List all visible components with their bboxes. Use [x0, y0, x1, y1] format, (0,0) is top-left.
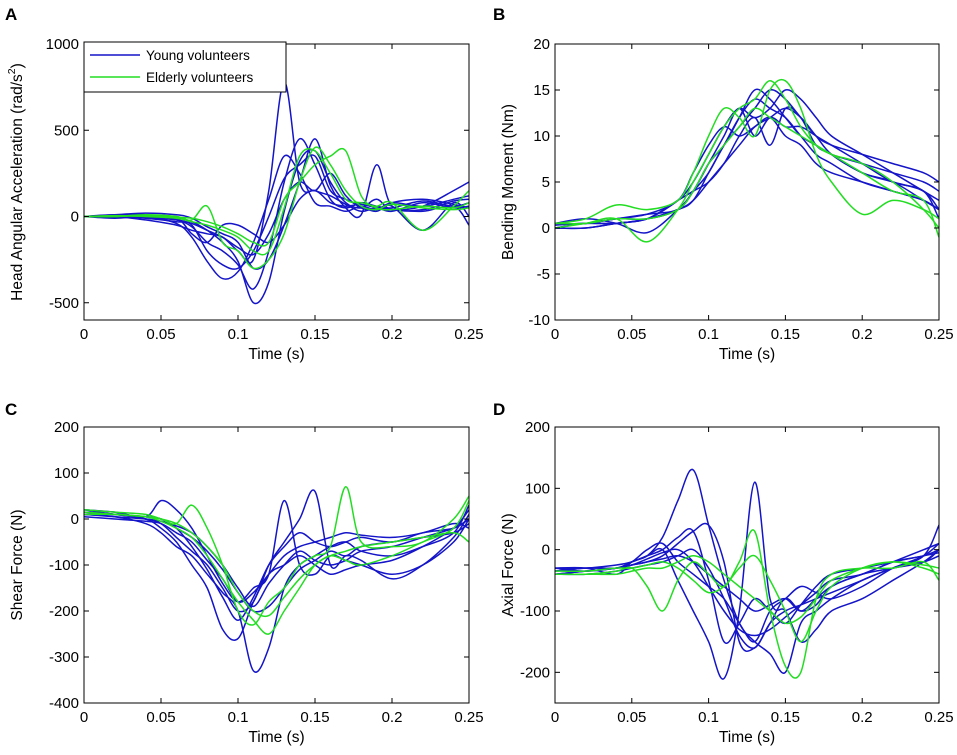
panel-d-x-tick-label: 0 — [551, 709, 559, 726]
panel-b-x-tick-label: 0.2 — [852, 326, 873, 343]
panel-b-y-tick-label: 20 — [533, 36, 550, 53]
panel-b-plot-area — [554, 43, 940, 321]
panel-c-y-tick-label: -300 — [49, 649, 79, 666]
panel-c-x-tick-label: 0 — [80, 709, 88, 726]
panel-a-x-axis-title: Time (s) — [248, 346, 304, 363]
panel-b-x-tick-label: 0.1 — [698, 326, 719, 343]
panel-a-y-tick-label: 0 — [71, 209, 79, 226]
panel-c-y-tick-label: -200 — [49, 603, 79, 620]
panel-c-young-trace-7 — [84, 511, 469, 613]
panel-a-y-axis-title: Head Angular Acceleration (rad/s2) — [6, 63, 26, 301]
panel-b-y-tick-label: 10 — [533, 128, 550, 145]
legend-elderly-label: Elderly volunteers — [146, 70, 254, 85]
panel-d-young-trace-8 — [555, 548, 939, 612]
panel-a-x-tick-label: 0.05 — [146, 326, 175, 343]
panel-c-plot-area — [83, 426, 470, 704]
panel-c-x-tick-label: 0.2 — [382, 709, 403, 726]
legend: Young volunteers Elderly volunteers — [83, 41, 287, 93]
panel-d-x-tick-label: 0.05 — [617, 709, 646, 726]
panel-a-y-tick-label: 1000 — [46, 36, 79, 53]
panel-b-young-trace-3 — [555, 89, 939, 225]
panel-d-x-tick-label: 0.15 — [771, 709, 800, 726]
panel-c-y-tick-label: 100 — [54, 465, 79, 482]
panel-b-letter: B — [493, 5, 505, 24]
panel-d-elderly-trace-11 — [555, 555, 939, 625]
panel-d-x-tick-label: 0.2 — [852, 709, 873, 726]
panel-c-x-tick-label: 0.05 — [146, 709, 175, 726]
panel-c-x-tick-label: 0.1 — [228, 709, 249, 726]
panel-c-young-trace-6 — [84, 515, 469, 603]
panel-a-y-tick-label: 500 — [54, 122, 79, 139]
panel-b-elderly-trace-11 — [555, 107, 939, 238]
panel-b-y-tick-label: -5 — [537, 266, 550, 283]
panel-b-x-axis-title: Time (s) — [719, 346, 775, 363]
panel-c-elderly-trace-11 — [84, 499, 469, 618]
panel-c-letter: C — [5, 400, 17, 419]
panel-d-y-tick-label: 200 — [525, 419, 550, 436]
panel-b-young-trace-2 — [555, 89, 939, 230]
panel-b-y-tick-label: 0 — [542, 220, 550, 237]
panel-a-y-tick-label: -500 — [49, 295, 79, 312]
panel-c-elderly-trace-10 — [84, 511, 469, 635]
panel-d-x-axis-title: Time (s) — [719, 729, 775, 746]
panel-b-young-trace-1 — [555, 88, 939, 225]
legend-box — [83, 41, 287, 93]
panel-d-x-tick-label: 0.25 — [924, 709, 953, 726]
panel-d-elderly-trace-9 — [555, 529, 939, 679]
panel-a-elderly-trace-11 — [84, 147, 469, 247]
panel-b-y-tick-label: -10 — [528, 312, 550, 329]
panel-b-y-tick-label: 15 — [533, 82, 550, 99]
panel-c-x-axis-title: Time (s) — [248, 729, 304, 746]
panel-d-y-tick-label: 100 — [525, 480, 550, 497]
panel-a-x-tick-label: 0.15 — [300, 326, 329, 343]
panel-d-elderly-trace-10 — [555, 554, 939, 643]
panel-b-elderly-trace-10 — [555, 80, 939, 243]
panel-a-elderly-trace-10 — [84, 148, 469, 256]
panel-d-x-tick-label: 0.1 — [698, 709, 719, 726]
panel-a-x-tick-label: 0.25 — [454, 326, 483, 343]
panel-a-x-tick-label: 0.2 — [382, 326, 403, 343]
panel-d-y-tick-label: 0 — [542, 542, 550, 559]
panel-d-y-tick-label: -200 — [520, 664, 550, 681]
panel-c-y-tick-label: -400 — [49, 695, 79, 712]
panel-d: D 0 0.05 0.1 0.15 0.2 0.25 -200 -100 0 100 200 Tim… — [493, 400, 954, 746]
panel-d-young-trace-2 — [555, 481, 939, 680]
panel-c: C 0 0.05 0.1 0.15 0.2 0.25 -400 -300 -200 -100 0 10… — [5, 400, 484, 746]
panel-b-x-tick-label: 0.25 — [924, 326, 953, 343]
panel-a-x-tick-label: 0 — [80, 326, 88, 343]
panel-c-y-tick-label: -100 — [49, 557, 79, 574]
panel-c-x-tick-label: 0.15 — [300, 709, 329, 726]
legend-young-label: Young volunteers — [146, 48, 250, 63]
panel-b-x-tick-label: 0.05 — [617, 326, 646, 343]
panel-a-letter: A — [5, 5, 17, 24]
panel-d-y-axis-title: Axial Force (N) — [500, 513, 517, 616]
panel-b-y-tick-label: 5 — [542, 174, 550, 191]
panel-c-y-tick-label: 0 — [71, 511, 79, 528]
panel-b: B 0 0.05 0.1 0.15 0.2 0.25 -10 -5 0 5 10 15 20 Time … — [493, 5, 954, 363]
panel-c-x-tick-label: 0.25 — [454, 709, 483, 726]
panel-b-young-trace-8 — [555, 107, 939, 226]
panel-b-x-tick-label: 0.15 — [771, 326, 800, 343]
panel-b-young-trace-7 — [555, 116, 939, 225]
panel-c-elderly-trace-9 — [84, 486, 469, 626]
panel-b-elderly-trace-9 — [555, 78, 939, 225]
panel-b-young-trace-6 — [555, 106, 939, 230]
panel-c-y-tick-label: 200 — [54, 419, 79, 436]
panel-b-x-tick-label: 0 — [551, 326, 559, 343]
panel-a-x-tick-label: 0.1 — [228, 326, 249, 343]
panel-d-young-trace-7 — [555, 528, 939, 644]
panel-c-young-trace-2 — [84, 504, 469, 673]
panel-d-y-tick-label: -100 — [520, 603, 550, 620]
panel-b-y-axis-title: Bending Moment (Nm) — [500, 104, 517, 260]
panel-d-letter: D — [493, 400, 505, 419]
panel-b-young-trace-5 — [555, 107, 939, 234]
panel-c-y-axis-title: Shear Force (N) — [9, 509, 26, 620]
panel-d-plot-area — [554, 426, 940, 704]
